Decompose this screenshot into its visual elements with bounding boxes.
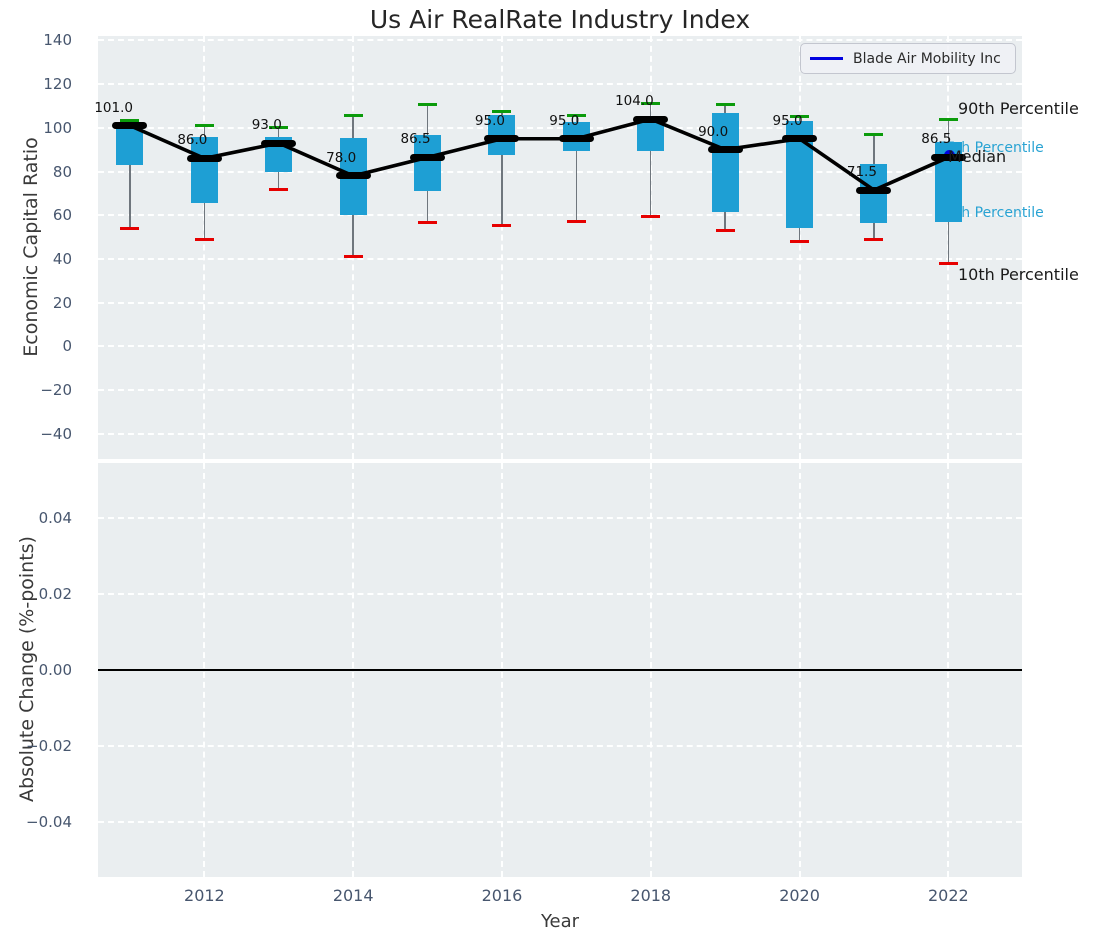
y-tick-label: 40 bbox=[52, 249, 72, 268]
y-tick-label: 0 bbox=[62, 337, 72, 356]
y-tick-label: −0.02 bbox=[26, 736, 72, 755]
y-tick-label: 60 bbox=[52, 206, 72, 225]
median-value-label: 86.5 bbox=[921, 131, 952, 148]
whisker-cap-90th bbox=[715, 103, 735, 107]
grid-line-v bbox=[500, 36, 503, 459]
whisker-cap-90th bbox=[566, 114, 586, 118]
median-marker bbox=[261, 139, 297, 147]
y-tick-label: 0.04 bbox=[38, 509, 72, 528]
x-tick-label: 2012 bbox=[184, 886, 225, 905]
y-tick-label: 140 bbox=[43, 31, 72, 50]
median-marker bbox=[335, 172, 371, 180]
whisker-cap-90th bbox=[938, 117, 958, 121]
median-marker bbox=[633, 115, 669, 123]
whisker-cap-10th bbox=[120, 226, 140, 230]
percentile-annotation-q3: 75th Percentile bbox=[938, 140, 1044, 157]
grid-line-h bbox=[98, 214, 1022, 217]
y-tick-label: 20 bbox=[52, 293, 72, 312]
grid-line-h bbox=[98, 593, 1022, 596]
percentile-annotation-median: Median bbox=[948, 146, 1007, 166]
whisker-cap-90th bbox=[194, 124, 214, 128]
whisker-cap-90th bbox=[641, 102, 661, 106]
median-marker bbox=[410, 153, 446, 161]
y-tick-label: 0.02 bbox=[38, 585, 72, 604]
y-tick-label: −0.04 bbox=[26, 812, 72, 831]
grid-line-v bbox=[798, 36, 801, 459]
grid-line-h bbox=[98, 39, 1022, 42]
median-value-label: 86.5 bbox=[400, 131, 431, 148]
grid-line-h bbox=[98, 257, 1022, 260]
y-tick-label: −20 bbox=[40, 381, 72, 400]
whisker-cap-10th bbox=[864, 237, 884, 241]
grid-line-h bbox=[98, 820, 1022, 823]
median-marker bbox=[782, 135, 818, 143]
x-tick-label: 2020 bbox=[779, 886, 820, 905]
percentile-annotation-q1: 25th Percentile bbox=[938, 205, 1044, 222]
whisker-cap-90th bbox=[418, 103, 438, 107]
legend: Blade Air Mobility Inc bbox=[800, 43, 1016, 74]
whisker-cap-90th bbox=[790, 115, 810, 119]
zero-line bbox=[98, 669, 1022, 671]
median-value-label: 93.0 bbox=[251, 117, 282, 134]
x-tick-label: 2022 bbox=[927, 886, 969, 905]
whisker-cap-10th bbox=[194, 237, 214, 241]
y-tick-label: 120 bbox=[43, 75, 72, 94]
top-axes-economic-capital-ratio bbox=[98, 36, 1022, 459]
median-marker bbox=[856, 186, 892, 194]
whisker-cap-10th bbox=[790, 239, 810, 243]
grid-line-h bbox=[98, 301, 1022, 304]
median-value-label: 95.0 bbox=[549, 112, 580, 129]
median-value-label: 95.0 bbox=[772, 112, 803, 129]
median-value-label: 95.0 bbox=[474, 112, 505, 129]
whisker-cap-10th bbox=[269, 187, 289, 191]
whisker-cap-90th bbox=[492, 109, 512, 113]
grid-line-h bbox=[98, 83, 1022, 86]
whisker-cap-10th bbox=[343, 255, 363, 259]
legend-line-sample bbox=[810, 56, 843, 61]
median-marker bbox=[707, 146, 743, 154]
median-value-label: 71.5 bbox=[846, 164, 877, 181]
y-tick-label: 0.00 bbox=[38, 661, 72, 679]
grid-line-h bbox=[98, 744, 1022, 747]
x-axis-label: Year bbox=[540, 911, 580, 932]
x-tick-label: 2016 bbox=[481, 886, 523, 905]
y-tick-label: −40 bbox=[40, 424, 72, 443]
median-marker bbox=[186, 154, 222, 162]
grid-line-v bbox=[203, 36, 206, 459]
whisker-cap-10th bbox=[566, 220, 586, 224]
x-tick-label: 2018 bbox=[630, 886, 672, 905]
median-value-label: 90.0 bbox=[698, 123, 729, 140]
median-value-label: 101.0 bbox=[94, 99, 133, 116]
median-value-label: 78.0 bbox=[326, 149, 357, 166]
median-value-label: 86.0 bbox=[177, 132, 208, 149]
whisker-cap-10th bbox=[938, 261, 958, 265]
grid-line-v bbox=[649, 36, 652, 459]
chart-title: Us Air RealRate Industry Index bbox=[369, 5, 751, 34]
median-marker bbox=[112, 122, 148, 130]
whisker-cap-10th bbox=[715, 229, 735, 233]
whisker-cap-10th bbox=[418, 221, 438, 225]
percentile-annotation-p90: 90th Percentile bbox=[958, 99, 1079, 119]
median-marker bbox=[484, 135, 520, 143]
whisker-cap-10th bbox=[492, 223, 512, 227]
grid-line-h bbox=[98, 345, 1022, 348]
whisker-cap-90th bbox=[864, 132, 884, 136]
grid-line-h bbox=[98, 389, 1022, 392]
legend-label: Blade Air Mobility Inc bbox=[853, 50, 1001, 67]
box-iqr bbox=[116, 125, 144, 165]
median-value-label: 104.0 bbox=[615, 93, 654, 110]
x-tick-label: 2014 bbox=[332, 886, 374, 905]
y-tick-label: 80 bbox=[52, 162, 72, 181]
grid-line-h bbox=[98, 432, 1022, 435]
whisker-cap-10th bbox=[641, 214, 661, 218]
percentile-annotation-p10: 10th Percentile bbox=[958, 264, 1079, 284]
median-marker bbox=[558, 135, 594, 143]
y-tick-label: 100 bbox=[43, 118, 72, 137]
grid-line-h bbox=[98, 517, 1022, 520]
whisker-cap-90th bbox=[343, 114, 363, 118]
